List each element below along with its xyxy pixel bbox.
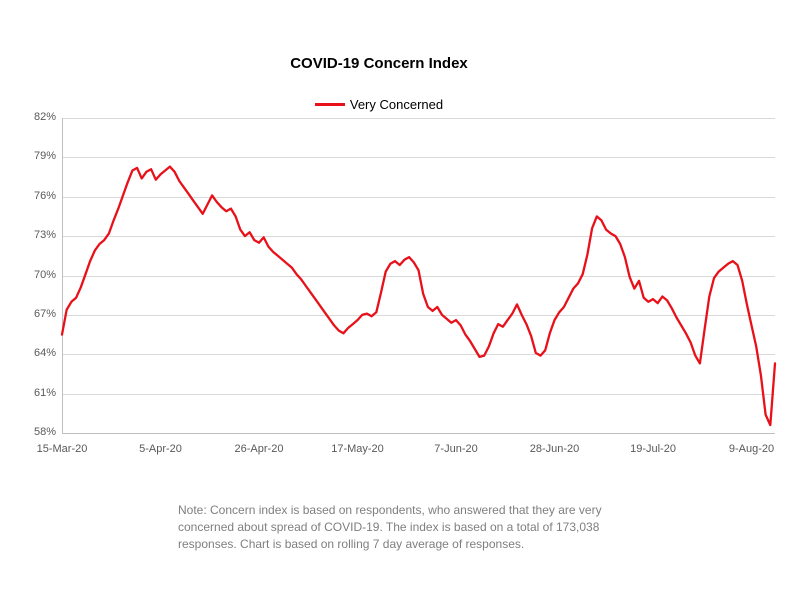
x-axis-tick-label: 9-Aug-20: [728, 443, 775, 455]
note-line: responses. Chart is based on rolling 7 d…: [178, 537, 525, 551]
legend-line-marker-icon: [314, 103, 345, 106]
y-axis-tick-label: 58%: [33, 426, 56, 438]
chart-note: Note: Concern index is based on responde…: [178, 502, 602, 553]
x-axis-tick-label: 5-Apr-20: [139, 443, 182, 455]
y-axis-tick-label: 70%: [33, 268, 56, 281]
y-axis-tick-label: 73%: [33, 229, 56, 242]
x-axis-tick-label: 7-Jun-20: [434, 443, 478, 455]
y-axis-tick-label: 67%: [33, 307, 56, 320]
x-axis-tick-label: 15-Mar-20: [36, 443, 88, 455]
legend-label: Very Concerned: [349, 97, 444, 112]
x-axis-tick-label: 19-Jul-20: [630, 443, 676, 455]
x-axis-tick-label: 17-May-20: [331, 443, 384, 455]
y-axis-tick-label: 61%: [33, 386, 56, 399]
note-line: Note: Concern index is based on responde…: [178, 503, 602, 517]
note-line: concerned about spread of COVID-19. The …: [178, 520, 600, 534]
y-axis-tick-label: 82%: [33, 111, 56, 123]
chart-legend: Very Concerned: [0, 97, 758, 112]
chart-title: COVID-19 Concern Index: [290, 55, 468, 72]
y-axis-tick-label: 79%: [33, 150, 56, 163]
very-concerned-line: [60, 165, 777, 427]
y-axis-tick-label: 64%: [33, 347, 56, 360]
x-axis-tick-label: 26-Apr-20: [234, 443, 284, 455]
x-axis-tick-label: 28-Jun-20: [529, 443, 580, 455]
y-axis-tick-label: 76%: [33, 189, 56, 202]
